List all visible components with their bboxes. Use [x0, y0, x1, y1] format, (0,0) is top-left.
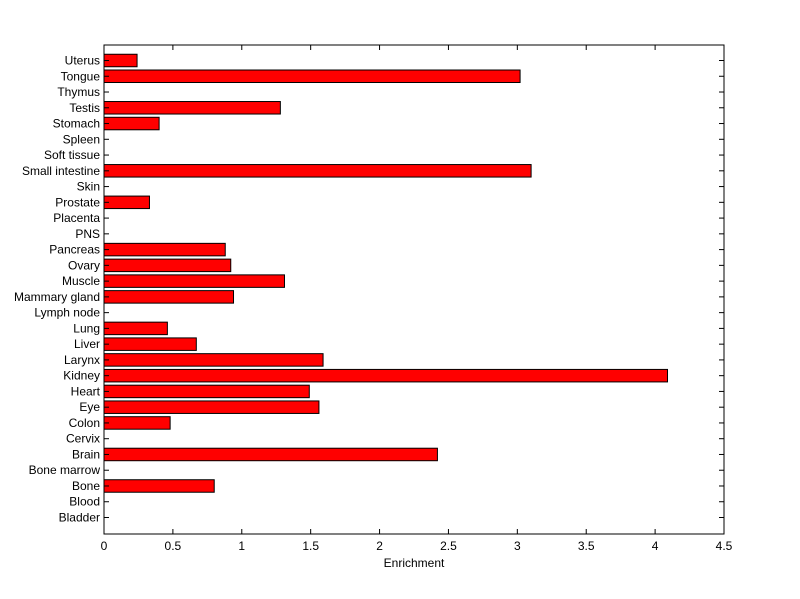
- x-tick-label-3: 3: [514, 539, 521, 553]
- y-tick-label-lung: Lung: [73, 321, 100, 335]
- y-tick-label-spleen: Spleen: [63, 132, 100, 146]
- y-tick-label-testis: Testis: [69, 101, 100, 115]
- y-tick-label-blood: Blood: [69, 495, 100, 509]
- y-tick-label-lymph-node: Lymph node: [34, 306, 100, 320]
- y-tick-label-liver: Liver: [74, 337, 100, 351]
- x-tick-label-0: 0: [101, 539, 108, 553]
- bars-group: [103, 53, 669, 493]
- y-tick-label-prostate: Prostate: [55, 195, 100, 209]
- y-tick-label-stomach: Stomach: [53, 117, 100, 131]
- x-axis-label: Enrichment: [384, 556, 445, 570]
- y-tick-label-bone-marrow: Bone marrow: [29, 463, 101, 477]
- bar-pancreas: [103, 242, 226, 257]
- y-tick-label-bladder: Bladder: [59, 511, 100, 525]
- bar-mammary-gland: [103, 290, 235, 304]
- y-tick-label-cervix: Cervix: [66, 432, 100, 446]
- y-tick-label-tongue: Tongue: [61, 69, 101, 83]
- x-axis-ticks: 0 0.5 1 1.5 2 2.5 3 3.5 4 4.5: [101, 45, 733, 553]
- y-tick-label-kidney: Kidney: [63, 369, 100, 383]
- y-tick-label-eye: Eye: [79, 400, 100, 414]
- x-tick-label-4-5: 4.5: [716, 539, 733, 553]
- bar-stomach: [103, 116, 160, 131]
- y-tick-label-bone: Bone: [72, 479, 100, 493]
- bar-small-intestine: [103, 164, 532, 178]
- x-tick-label-2: 2: [376, 539, 383, 553]
- y-tick-label-pns: PNS: [75, 227, 100, 241]
- x-tick-label-1: 1: [238, 539, 245, 553]
- bar-liver: [103, 337, 197, 351]
- y-tick-label-ovary: Ovary: [68, 258, 100, 272]
- y-tick-label-uterus: Uterus: [65, 54, 100, 68]
- y-tick-label-pancreas: Pancreas: [49, 243, 100, 257]
- bar-lung: [103, 321, 168, 336]
- y-tick-label-colon: Colon: [69, 416, 100, 430]
- bar-brain: [103, 447, 438, 462]
- x-tick-label-2-5: 2.5: [440, 539, 457, 553]
- y-tick-label-larynx: Larynx: [64, 353, 100, 367]
- x-tick-label-4: 4: [652, 539, 659, 553]
- y-tick-label-muscle: Muscle: [62, 274, 100, 288]
- bar-ovary: [103, 258, 232, 273]
- x-tick-label-3-5: 3.5: [578, 539, 595, 553]
- x-tick-label-1-5: 1.5: [302, 539, 319, 553]
- x-tick-label-0-5: 0.5: [165, 539, 182, 553]
- y-tick-label-skin: Skin: [77, 180, 100, 194]
- y-tick-label-soft-tissue: Soft tissue: [44, 148, 100, 162]
- y-tick-label-heart: Heart: [71, 384, 101, 398]
- y-tick-label-small-intestine: Small intestine: [22, 164, 100, 178]
- y-tick-label-placenta: Placenta: [53, 211, 100, 225]
- y-tick-label-mammary-gland: Mammary gland: [14, 290, 100, 304]
- bar-colon: [103, 416, 171, 430]
- bar-muscle: [103, 274, 285, 288]
- bar-tongue: [103, 69, 521, 84]
- bar-prostate: [103, 195, 150, 210]
- bar-bone: [103, 479, 215, 493]
- bar-eye: [103, 400, 320, 414]
- bar-heart: [103, 384, 310, 399]
- y-tick-label-brain: Brain: [72, 447, 100, 461]
- bar-testis: [103, 101, 281, 115]
- bar-kidney: [103, 368, 669, 383]
- bar-larynx: [103, 353, 324, 367]
- y-tick-label-thymus: Thymus: [57, 85, 100, 99]
